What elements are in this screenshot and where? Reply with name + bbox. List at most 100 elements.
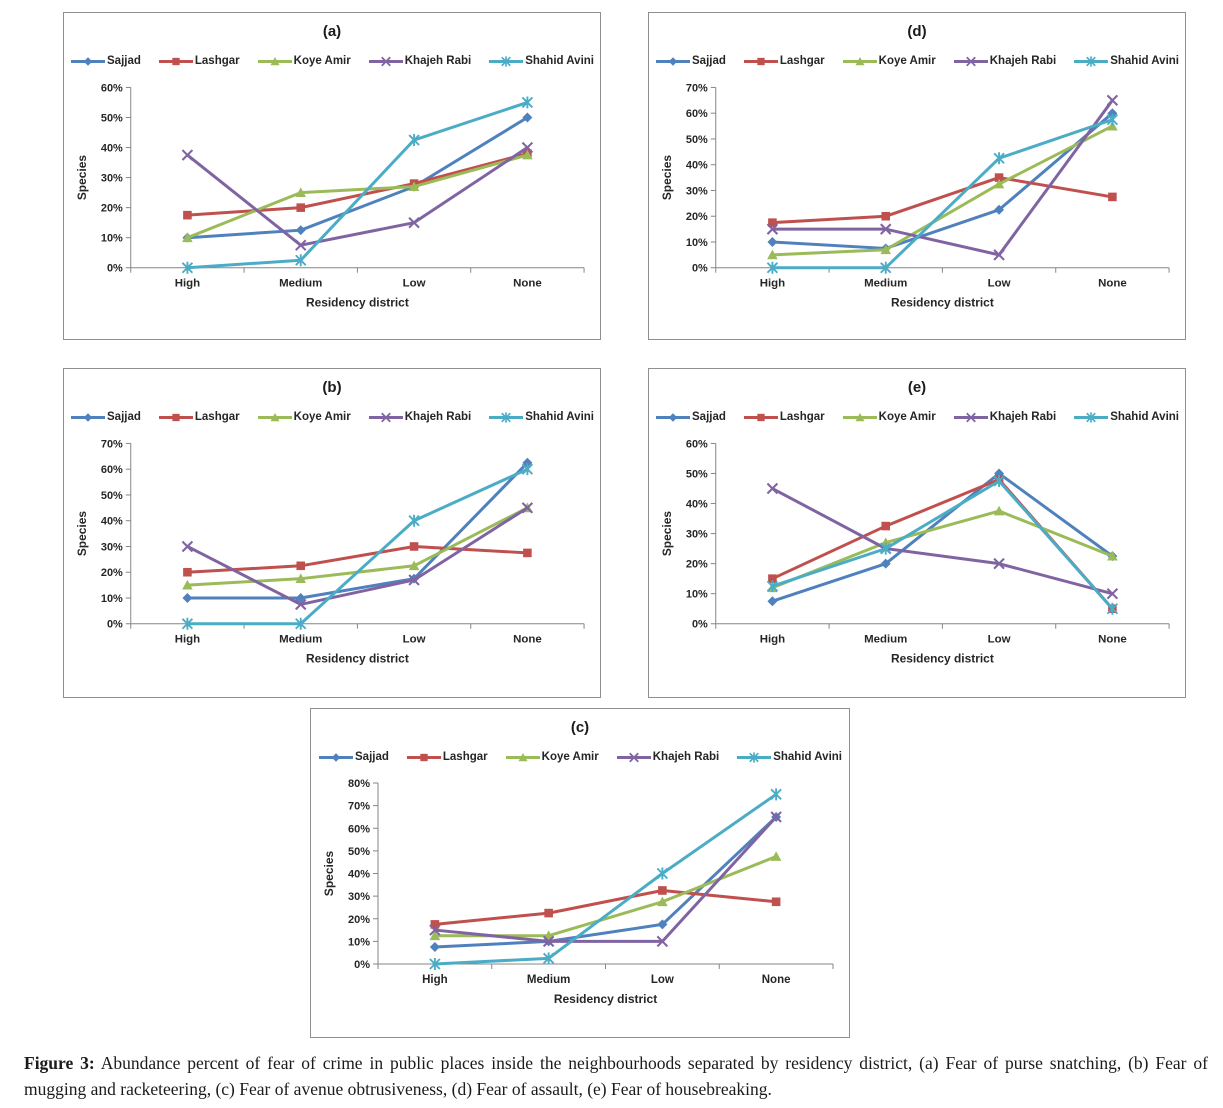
series-line-koye-amir (185, 153, 529, 240)
data-point-marker-star (295, 617, 307, 630)
legend-item: Sajjad (70, 411, 141, 424)
series-line-lashgar (770, 176, 1114, 225)
legend-item: Khajeh Rabi (368, 411, 471, 424)
y-tick-label: 30% (348, 891, 370, 903)
data-point-marker-star (501, 411, 512, 423)
data-point-marker-x (429, 924, 441, 936)
data-point-marker-triangle (855, 56, 865, 65)
x-tick-label: None (513, 634, 542, 646)
data-point-marker-triangle (770, 851, 782, 861)
x-tick-label: Low (403, 278, 426, 290)
y-tick-label: 40% (686, 499, 708, 511)
legend-marker-star (489, 55, 524, 67)
y-tick-label: 0% (107, 619, 123, 631)
y-tick-label: 0% (692, 263, 708, 275)
chart-panel-c: (c) Sajjad Lashgar Koye Amir Khajeh Rabi Sha… (310, 708, 850, 1038)
data-point-marker-triangle (1107, 120, 1118, 131)
legend-marker-square (406, 753, 441, 761)
data-point-marker-star (1086, 55, 1097, 67)
y-tick-label: 70% (101, 438, 123, 450)
legend-item: Shahid Avini (1073, 411, 1179, 424)
data-point-marker-square (172, 57, 180, 65)
x-tick-label: Low (988, 634, 1011, 646)
data-point-marker-star (1086, 411, 1097, 423)
x-axis-title: Residency district (554, 992, 657, 1006)
chart-legend: Sajjad Lashgar Koye Amir Khajeh Rabi Shahid … (649, 49, 1185, 73)
series-line-lashgar (185, 544, 529, 574)
data-point-marker-triangle (522, 149, 533, 160)
legend-marker-diamond (656, 56, 690, 66)
data-point-marker-triangle (182, 579, 193, 590)
data-point-marker-diamond (522, 457, 533, 468)
data-point-marker-x (766, 482, 779, 495)
data-point-marker-star (766, 580, 779, 593)
data-point-marker-star (408, 134, 420, 147)
data-point-marker-square (757, 413, 765, 421)
legend-item: Sajjad (655, 55, 726, 68)
data-point-marker-diamond (668, 56, 678, 66)
legend-label: Koye Amir (293, 55, 351, 67)
data-point-marker-triangle (1107, 550, 1118, 561)
x-tick-label: High (175, 278, 200, 290)
data-point-marker-square (881, 521, 891, 531)
y-tick-label: 50% (686, 468, 708, 480)
legend-marker-diamond (319, 752, 353, 762)
x-tick-label: Medium (864, 278, 907, 290)
legend-marker-star (1074, 411, 1109, 423)
legend-marker-diamond (71, 412, 105, 422)
axes (710, 442, 1170, 629)
data-point-marker-star (408, 514, 420, 527)
data-point-marker-square (296, 203, 306, 212)
legend-item: Koye Amir (257, 411, 351, 424)
plot-svg: 0% 10% 20% 30% 40% 50% 60% High Medium Low None Res… (660, 438, 1170, 666)
data-point-marker-x (542, 935, 555, 948)
y-tick-label: 20% (101, 567, 123, 579)
data-point-marker-triangle (855, 412, 865, 421)
data-point-marker-square (771, 897, 781, 907)
legend-label: Shahid Avini (1110, 411, 1179, 423)
y-tick-label: 0% (692, 619, 708, 631)
data-point-marker-x (770, 811, 782, 823)
data-point-marker-x (1106, 587, 1119, 600)
legend-marker-triangle (505, 752, 540, 761)
y-tick-label: 0% (354, 959, 370, 971)
data-point-marker-star (656, 867, 669, 880)
y-tick-label: 0% (107, 263, 123, 275)
legend-marker-triangle (842, 412, 877, 421)
series-line-sajjad (185, 461, 529, 600)
data-point-marker-x (521, 141, 534, 154)
series-line-shahid-avini (770, 118, 1114, 270)
data-point-marker-triangle (767, 249, 778, 260)
x-tick-label: Medium (279, 634, 322, 646)
legend-marker-star (737, 751, 772, 763)
data-point-marker-star (880, 261, 892, 274)
data-point-marker-x (1106, 94, 1119, 107)
data-point-marker-x (628, 752, 639, 762)
data-point-marker-square (768, 574, 777, 583)
data-point-marker-diamond (767, 237, 778, 247)
legend-label: Khajeh Rabi (652, 751, 720, 763)
legend-label: Khajeh Rabi (989, 55, 1057, 67)
data-point-marker-star (766, 261, 779, 274)
chart-panel-b: (b) Sajjad Lashgar Koye Amir Khajeh Rabi Sha… (63, 368, 601, 698)
legend-marker-triangle (842, 56, 877, 65)
data-point-marker-diamond (83, 56, 93, 66)
legend-item: Koye Amir (842, 55, 936, 68)
data-point-marker-star (521, 463, 534, 476)
data-point-marker-x (181, 149, 194, 161)
y-tick-label: 50% (101, 490, 123, 502)
legend-item: Koye Amir (257, 55, 351, 68)
legend-marker-triangle (257, 412, 292, 421)
legend-label: Lashgar (442, 751, 488, 763)
data-point-marker-star (429, 958, 441, 970)
data-point-marker-square (881, 211, 891, 221)
data-point-marker-triangle (408, 181, 420, 191)
y-tick-label: 30% (101, 541, 123, 553)
data-point-marker-x (521, 502, 534, 514)
chart-title: (c) (570, 719, 590, 736)
y-tick-label: 60% (101, 464, 123, 476)
data-point-marker-square (409, 542, 419, 551)
data-point-marker-triangle (657, 896, 668, 907)
chart-plot: 0% 10% 20% 30% 40% 50% 60% 70% 80% High Medium Low N… (311, 769, 849, 1037)
